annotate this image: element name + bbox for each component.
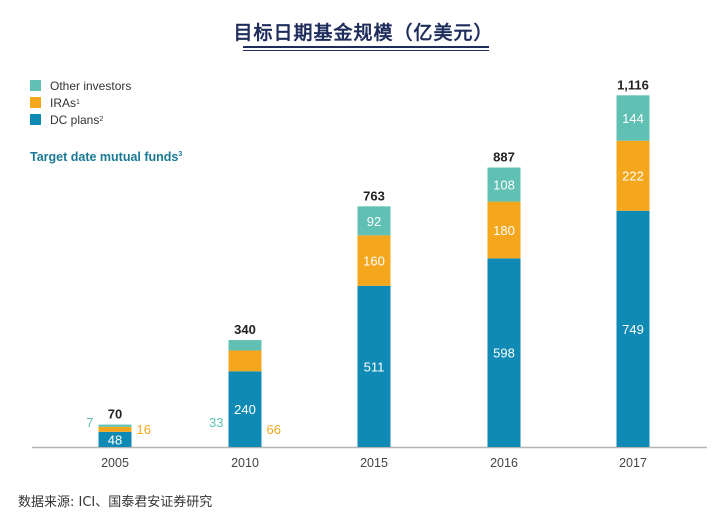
legend-label: DC plans [50, 112, 100, 127]
data-label: 240 [234, 402, 256, 417]
source-note: 数据来源: ICI、国泰君安证券研究 [18, 495, 213, 510]
title-underline [243, 46, 489, 48]
data-label: 222 [622, 169, 644, 184]
data-label: 66 [267, 422, 281, 437]
legend-swatch [30, 114, 41, 125]
data-label: 48 [108, 432, 122, 447]
bar-segment-other-investors [616, 95, 650, 141]
legend-footnote: 1 [76, 99, 80, 106]
x-tick-label: 2016 [490, 456, 518, 470]
legend-label: Other investors [50, 78, 132, 93]
total-label: 1,116 [617, 77, 649, 92]
legend-swatch [30, 97, 41, 108]
data-label: 749 [622, 322, 644, 337]
data-label: 160 [363, 254, 385, 269]
x-tick-label: 2017 [619, 456, 647, 470]
bar-segment-dc-plans [616, 210, 650, 447]
chart-title: 目标日期基金规模（亿美元） [233, 22, 494, 44]
bar-segment-other-investors [487, 167, 521, 202]
bar-segment-dc-plans [228, 371, 262, 447]
bar-segment-iras [357, 235, 391, 286]
data-label: 144 [622, 111, 644, 126]
subtitle-footnote: 3 [178, 150, 183, 158]
bar-segment-other-investors [228, 340, 262, 351]
legend-swatch [30, 80, 41, 91]
total-label: 887 [493, 150, 515, 165]
legend: Other investors IRAs 1 DC plans 2 [30, 77, 131, 128]
bar-segment-dc-plans [487, 258, 521, 447]
bar-segment-iras [616, 140, 650, 211]
data-label: 7 [86, 415, 93, 430]
title-underline [243, 50, 489, 51]
legend-label: IRAs [50, 95, 77, 110]
x-tick-label: 2010 [231, 456, 259, 470]
chart-subtitle: Target date mutual funds3 [30, 150, 182, 164]
bar-segment-dc-plans [357, 285, 391, 447]
legend-item-dc-plans: DC plans 2 [30, 111, 131, 128]
total-label: 763 [363, 188, 385, 203]
subtitle-text: Target date mutual funds [30, 150, 179, 164]
x-tick-label: 2015 [360, 456, 388, 470]
legend-footnote: 2 [99, 116, 104, 123]
legend-item-other-investors: Other investors [30, 77, 131, 94]
total-label: 340 [234, 322, 256, 337]
legend-item-iras: IRAs 1 [30, 94, 131, 111]
data-label: 33 [209, 415, 223, 430]
bar-segment-other-investors [98, 424, 132, 427]
data-label: 108 [493, 178, 515, 193]
data-label: 180 [493, 223, 515, 238]
x-tick-label: 2005 [101, 456, 129, 470]
bar-segment-dc-plans [98, 431, 132, 447]
total-label: 70 [108, 407, 122, 422]
data-label: 598 [493, 346, 515, 361]
data-label: 511 [364, 359, 385, 374]
data-label: 92 [367, 214, 381, 229]
bar-segment-iras [228, 350, 262, 372]
bar-segment-other-investors [357, 206, 391, 236]
data-label: 16 [137, 422, 151, 437]
bar-segment-iras [98, 426, 132, 432]
bar-segment-iras [487, 201, 521, 259]
